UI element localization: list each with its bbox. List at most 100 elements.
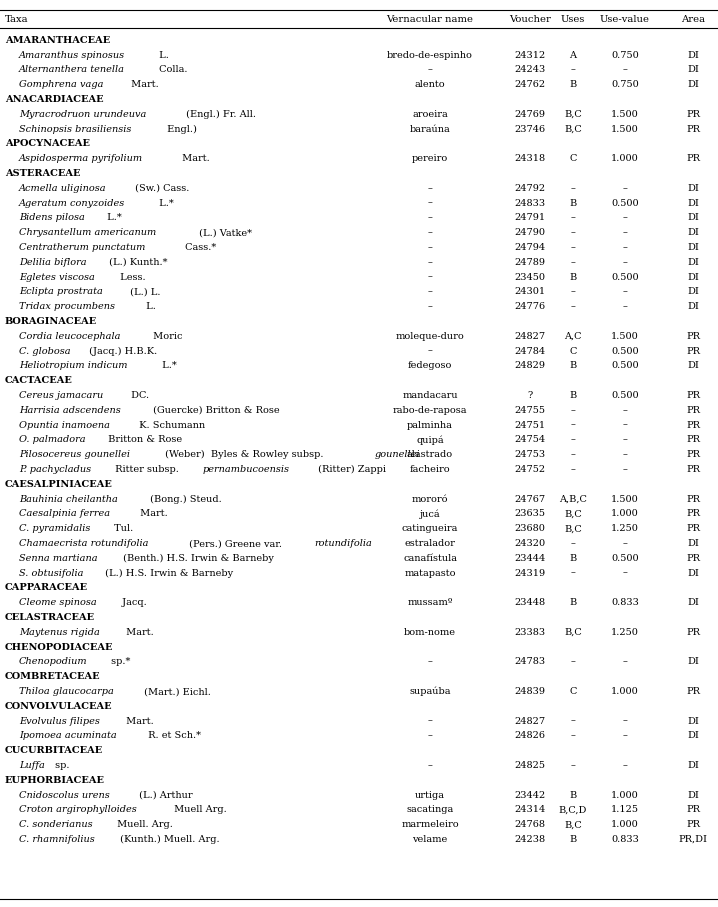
Text: –: – (623, 569, 628, 578)
Text: –: – (427, 302, 432, 311)
Text: –: – (427, 658, 432, 667)
Text: 24754: 24754 (514, 435, 546, 444)
Text: (Weber)  Byles & Rowley subsp.: (Weber) Byles & Rowley subsp. (162, 450, 327, 459)
Text: –: – (623, 406, 628, 414)
Text: –: – (571, 450, 575, 459)
Text: DI: DI (687, 243, 699, 252)
Text: DI: DI (687, 184, 699, 193)
Text: –: – (571, 658, 575, 667)
Text: B: B (569, 273, 577, 282)
Text: Mart.: Mart. (128, 81, 159, 89)
Text: C: C (569, 154, 577, 163)
Text: L.: L. (156, 51, 169, 60)
Text: moleque-duro: moleque-duro (396, 332, 465, 341)
Text: –: – (571, 465, 575, 474)
Text: B: B (569, 791, 577, 800)
Text: 24794: 24794 (514, 243, 546, 252)
Text: Tridax procumbens: Tridax procumbens (19, 302, 115, 311)
Text: ANACARDIACEAE: ANACARDIACEAE (5, 95, 103, 104)
Text: –: – (427, 761, 432, 770)
Text: pernambucoensis: pernambucoensis (202, 465, 289, 474)
Text: 0.833: 0.833 (611, 835, 639, 844)
Text: Ipomoea acuminata: Ipomoea acuminata (19, 732, 117, 740)
Text: –: – (623, 184, 628, 193)
Text: 1.500: 1.500 (611, 494, 639, 503)
Text: 1.250: 1.250 (611, 628, 639, 637)
Text: 24319: 24319 (514, 569, 546, 578)
Text: palminha: palminha (407, 421, 453, 430)
Text: 24314: 24314 (514, 805, 546, 814)
Text: –: – (623, 243, 628, 252)
Text: –: – (571, 539, 575, 548)
Text: DI: DI (687, 199, 699, 208)
Text: catingueira: catingueira (402, 524, 458, 533)
Text: Colla.: Colla. (156, 65, 187, 74)
Text: –: – (427, 229, 432, 238)
Text: Engl.): Engl.) (164, 124, 197, 133)
Text: –: – (571, 288, 575, 297)
Text: L.*: L.* (104, 213, 122, 222)
Text: Mart.: Mart. (180, 154, 210, 163)
Text: 0.833: 0.833 (611, 599, 639, 608)
Text: Jacq.: Jacq. (119, 599, 147, 608)
Text: K. Schumann: K. Schumann (136, 421, 205, 430)
Text: –: – (623, 229, 628, 238)
Text: –: – (623, 302, 628, 311)
Text: Delilia biflora: Delilia biflora (19, 258, 87, 267)
Text: sp.: sp. (52, 761, 70, 770)
Text: BORAGINACEAE: BORAGINACEAE (5, 317, 97, 327)
Text: Acmella uliginosa: Acmella uliginosa (19, 184, 107, 193)
Text: 1.500: 1.500 (611, 110, 639, 119)
Text: DI: DI (687, 362, 699, 370)
Text: 24769: 24769 (515, 110, 546, 119)
Text: 0.750: 0.750 (611, 51, 639, 60)
Text: 24768: 24768 (515, 820, 546, 829)
Text: –: – (427, 243, 432, 252)
Text: baraúna: baraúna (410, 124, 450, 133)
Text: Britton & Rose: Britton & Rose (105, 435, 182, 444)
Text: 0.500: 0.500 (611, 199, 639, 208)
Text: Cordia leucocephala: Cordia leucocephala (19, 332, 121, 341)
Text: –: – (571, 761, 575, 770)
Text: 24752: 24752 (514, 465, 546, 474)
Text: estralador: estralador (404, 539, 455, 548)
Text: Mart.: Mart. (123, 717, 154, 726)
Text: COMBRETACEAE: COMBRETACEAE (5, 672, 101, 681)
Text: A: A (569, 51, 577, 60)
Text: facheiro: facheiro (410, 465, 450, 474)
Text: PR: PR (686, 421, 700, 430)
Text: CONVOLVULACEAE: CONVOLVULACEAE (5, 702, 113, 711)
Text: supaúba: supaúba (409, 687, 451, 697)
Text: 24826: 24826 (515, 732, 546, 740)
Text: Heliotropium indicum: Heliotropium indicum (19, 362, 128, 370)
Text: bom-nome: bom-nome (404, 628, 456, 637)
Text: velame: velame (412, 835, 447, 844)
Text: bredo-de-espinho: bredo-de-espinho (387, 51, 473, 60)
Text: ASTERACEAE: ASTERACEAE (5, 169, 80, 178)
Text: –: – (571, 732, 575, 740)
Text: –: – (623, 288, 628, 297)
Text: DI: DI (687, 658, 699, 667)
Text: –: – (623, 258, 628, 267)
Text: (Guercke) Britton & Rose: (Guercke) Britton & Rose (150, 406, 280, 414)
Text: 24755: 24755 (515, 406, 546, 414)
Text: –: – (571, 243, 575, 252)
Text: B: B (569, 391, 577, 400)
Text: PR: PR (686, 465, 700, 474)
Text: (L.) Kunth.*: (L.) Kunth.* (106, 258, 168, 267)
Text: –: – (427, 199, 432, 208)
Text: Muell. Arg.: Muell. Arg. (114, 820, 173, 829)
Text: 24790: 24790 (515, 229, 546, 238)
Text: B: B (569, 835, 577, 844)
Text: –: – (623, 450, 628, 459)
Text: Moric: Moric (150, 332, 182, 341)
Text: Mart.: Mart. (136, 510, 167, 519)
Text: 1.500: 1.500 (611, 332, 639, 341)
Text: Muell Arg.: Muell Arg. (171, 805, 227, 814)
Text: B,C: B,C (564, 820, 582, 829)
Text: Cnidoscolus urens: Cnidoscolus urens (19, 791, 110, 800)
Text: Cass.*: Cass.* (182, 243, 216, 252)
Text: PR: PR (686, 805, 700, 814)
Text: –: – (571, 258, 575, 267)
Text: canafístula: canafístula (403, 554, 457, 563)
